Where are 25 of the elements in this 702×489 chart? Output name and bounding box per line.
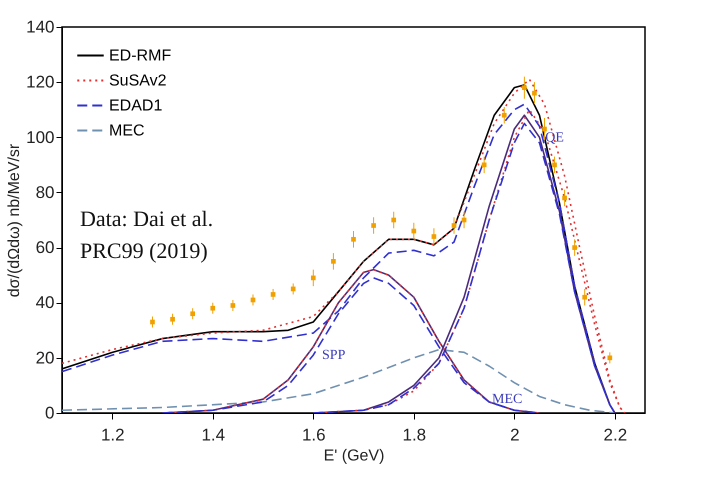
y-tick-label: 80 (36, 182, 54, 202)
y-tick-label: 0 (45, 404, 54, 422)
x-axis-title: E' (GeV) (324, 448, 384, 464)
y-tick-label: 60 (36, 238, 54, 258)
legend-label: MEC (109, 122, 145, 140)
y-tick-label: 40 (36, 293, 54, 312)
x-tick-label: 1.2 (100, 426, 125, 444)
y-tick-label: 120 (26, 72, 54, 92)
annotation: SPP (322, 348, 346, 363)
x-tick-label: 2.2 (604, 426, 628, 444)
x-tick-label: 2 (510, 426, 520, 444)
y-tick-label: 140 (26, 18, 54, 36)
legend-label: ED-RMF (109, 48, 172, 64)
x-tick-label: 1.8 (402, 426, 426, 444)
annotation: MEC (492, 392, 522, 407)
x-tick-label: 1.6 (302, 426, 326, 444)
legend-label: SuSAv2 (109, 72, 167, 90)
legend-label: EDAD1 (109, 98, 162, 114)
y-tick-label: 20 (36, 348, 54, 368)
y-tick-label: 100 (26, 128, 54, 147)
annotation: Data: Dai et al. (80, 206, 214, 231)
x-tick-label: 1.4 (201, 426, 226, 444)
annotation: QE (545, 130, 564, 146)
annotation: PRC99 (2019) (80, 238, 208, 263)
y-axis-title: dσ/(dΩdω) nb/MeV/sr (6, 143, 24, 298)
